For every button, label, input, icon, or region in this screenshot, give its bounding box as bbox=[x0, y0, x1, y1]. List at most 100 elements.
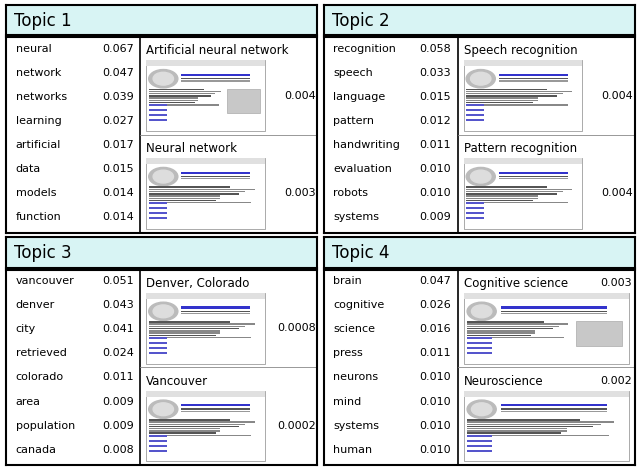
Bar bbox=[148, 426, 239, 427]
Text: 0.009: 0.009 bbox=[102, 397, 134, 407]
Bar bbox=[466, 188, 572, 190]
Bar bbox=[148, 326, 245, 327]
Bar bbox=[181, 411, 250, 412]
Text: city: city bbox=[16, 324, 36, 334]
Bar bbox=[148, 435, 166, 437]
Bar bbox=[466, 110, 484, 111]
Text: language: language bbox=[333, 92, 385, 102]
Bar bbox=[466, 88, 547, 90]
Bar bbox=[148, 450, 166, 452]
Circle shape bbox=[148, 167, 178, 186]
Bar bbox=[499, 74, 568, 76]
Text: area: area bbox=[16, 397, 41, 407]
Circle shape bbox=[148, 70, 178, 88]
Text: 0.017: 0.017 bbox=[102, 140, 134, 150]
Text: 0.009: 0.009 bbox=[102, 421, 134, 431]
Bar bbox=[181, 176, 250, 177]
Bar bbox=[464, 293, 628, 363]
Bar bbox=[147, 158, 265, 229]
Bar bbox=[148, 432, 216, 434]
Text: learning: learning bbox=[16, 116, 61, 126]
Text: 0.047: 0.047 bbox=[102, 68, 134, 78]
Text: recognition: recognition bbox=[333, 44, 396, 54]
Text: vancouver: vancouver bbox=[16, 276, 74, 286]
Bar bbox=[501, 408, 607, 410]
Text: 0.024: 0.024 bbox=[102, 348, 134, 359]
Bar bbox=[466, 202, 484, 204]
Text: 0.010: 0.010 bbox=[420, 445, 451, 454]
Text: 0.010: 0.010 bbox=[420, 421, 451, 431]
Bar bbox=[467, 347, 492, 349]
Circle shape bbox=[153, 403, 173, 415]
Bar bbox=[148, 202, 166, 204]
Bar bbox=[466, 102, 534, 103]
Bar bbox=[148, 187, 230, 188]
Bar bbox=[181, 80, 250, 82]
Bar bbox=[501, 404, 607, 407]
Bar bbox=[501, 411, 607, 412]
Text: science: science bbox=[333, 324, 375, 334]
Text: neurons: neurons bbox=[333, 373, 378, 383]
Bar bbox=[148, 419, 230, 421]
Bar bbox=[467, 342, 492, 344]
Bar bbox=[147, 391, 265, 397]
Text: 0.033: 0.033 bbox=[420, 68, 451, 78]
Bar bbox=[464, 391, 628, 397]
Bar bbox=[148, 104, 166, 106]
Bar bbox=[464, 391, 628, 462]
Text: function: function bbox=[16, 212, 61, 222]
Circle shape bbox=[472, 403, 492, 415]
Text: 0.041: 0.041 bbox=[102, 324, 134, 334]
Bar bbox=[181, 404, 250, 407]
Bar bbox=[467, 419, 580, 421]
Circle shape bbox=[148, 302, 178, 321]
Bar bbox=[148, 440, 166, 442]
Bar bbox=[148, 202, 251, 204]
Bar bbox=[147, 391, 265, 462]
Bar bbox=[181, 74, 250, 76]
Text: cognitive: cognitive bbox=[333, 300, 385, 310]
Text: 0.008: 0.008 bbox=[102, 445, 134, 454]
Bar bbox=[466, 93, 563, 94]
Text: Artificial neural network: Artificial neural network bbox=[147, 44, 289, 57]
Bar bbox=[466, 202, 568, 204]
Bar bbox=[467, 321, 544, 322]
Text: 0.010: 0.010 bbox=[420, 164, 451, 174]
Text: artificial: artificial bbox=[16, 140, 61, 150]
Text: mind: mind bbox=[333, 397, 362, 407]
Bar bbox=[501, 313, 607, 314]
Bar bbox=[467, 435, 492, 437]
Text: press: press bbox=[333, 348, 363, 359]
Text: canada: canada bbox=[16, 445, 57, 454]
Text: networks: networks bbox=[16, 92, 67, 102]
Text: human: human bbox=[333, 445, 372, 454]
Text: Pattern recognition: Pattern recognition bbox=[464, 142, 577, 155]
Bar bbox=[466, 91, 572, 92]
Bar bbox=[148, 119, 166, 121]
Bar bbox=[148, 445, 166, 446]
Bar bbox=[501, 306, 607, 309]
Text: Denver, Colorado: Denver, Colorado bbox=[147, 277, 250, 290]
Bar bbox=[148, 342, 166, 344]
Bar bbox=[148, 100, 198, 101]
Bar bbox=[148, 217, 166, 219]
Bar bbox=[148, 428, 220, 430]
Bar bbox=[464, 158, 582, 164]
Bar bbox=[147, 293, 265, 363]
Bar bbox=[148, 97, 198, 99]
Text: 0.039: 0.039 bbox=[102, 92, 134, 102]
Text: 0.015: 0.015 bbox=[102, 164, 134, 174]
Bar bbox=[181, 311, 250, 312]
Bar bbox=[467, 337, 492, 339]
Bar bbox=[466, 191, 563, 192]
Bar bbox=[147, 158, 265, 164]
Text: neural: neural bbox=[16, 44, 51, 54]
Text: 0.011: 0.011 bbox=[420, 140, 451, 150]
Bar bbox=[466, 193, 557, 195]
Bar bbox=[499, 172, 568, 174]
Bar bbox=[467, 326, 559, 327]
Text: 0.011: 0.011 bbox=[420, 348, 451, 359]
Bar bbox=[148, 421, 255, 423]
Bar bbox=[148, 212, 166, 214]
Text: handwriting: handwriting bbox=[333, 140, 400, 150]
